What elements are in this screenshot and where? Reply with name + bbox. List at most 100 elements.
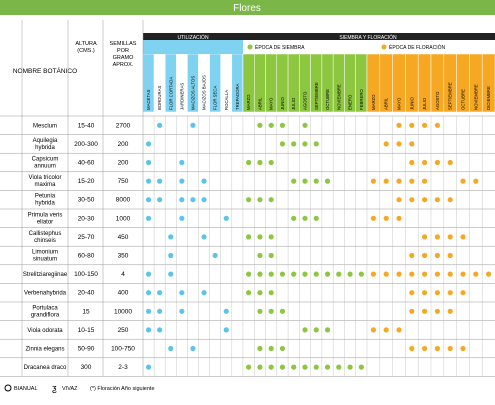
floracion-dot bbox=[409, 290, 415, 296]
floracion-dot bbox=[460, 345, 466, 352]
col-label: ROCALLA bbox=[224, 90, 229, 110]
legend-bg bbox=[243, 40, 367, 54]
altura: 30-50 bbox=[78, 197, 95, 204]
uso-dot bbox=[223, 215, 229, 221]
floracion-dot bbox=[447, 252, 453, 259]
legend-dot bbox=[247, 44, 253, 50]
siembra-dot bbox=[268, 364, 274, 370]
col-label: TREPADORA bbox=[235, 83, 240, 110]
floracion-dot bbox=[460, 234, 466, 240]
uso-dot bbox=[201, 178, 207, 184]
floracion-dot bbox=[473, 178, 479, 184]
siembra-dot bbox=[246, 290, 252, 296]
altura: 40-60 bbox=[78, 160, 95, 167]
name: Zinnia elegans bbox=[25, 347, 64, 353]
siembra-dot bbox=[302, 178, 308, 184]
header: SEMILLAS POR GRAMO APROX. bbox=[110, 41, 137, 68]
siembra-dot bbox=[291, 141, 297, 147]
uso-dot bbox=[157, 197, 163, 203]
col-label: FLOR SECA bbox=[213, 86, 218, 110]
uso-dot bbox=[201, 197, 207, 203]
uso-dot bbox=[223, 327, 229, 333]
footer-text: VIVAZ bbox=[62, 386, 78, 392]
semillas: 750 bbox=[118, 178, 129, 185]
siembra-dot bbox=[279, 122, 286, 128]
floracion-dot bbox=[434, 122, 440, 128]
name: Strelitziaregiinae bbox=[23, 272, 68, 278]
siembra-dot bbox=[246, 271, 252, 277]
uso-dot bbox=[157, 308, 163, 314]
col-label: ABRIL bbox=[257, 97, 262, 110]
siembra-dot bbox=[302, 364, 308, 370]
floracion-dot bbox=[460, 178, 466, 184]
uso-dot bbox=[201, 234, 207, 240]
floracion-dot bbox=[383, 327, 389, 333]
floracion-dot bbox=[422, 345, 428, 352]
floracion-dot bbox=[434, 308, 440, 314]
name: Viola odorata bbox=[27, 328, 63, 334]
floracion-dot bbox=[396, 327, 402, 333]
siembra-dot bbox=[324, 364, 331, 370]
col-label: MACIZOS ALTOS bbox=[190, 76, 195, 110]
semillas: 2700 bbox=[116, 122, 131, 129]
uso-dot bbox=[190, 122, 196, 128]
name: Dracanea draco bbox=[24, 365, 67, 371]
name: Petunia hybrida bbox=[35, 194, 56, 207]
altura: 50-90 bbox=[78, 346, 95, 353]
col-label: NOVIEMBRE bbox=[473, 84, 478, 110]
siembra-dot bbox=[268, 234, 274, 240]
legend-label: ÉPOCA DE SIEMBRA bbox=[255, 44, 305, 51]
name: Verbenahybrida bbox=[24, 291, 67, 297]
floracion-dot bbox=[409, 271, 415, 277]
uso-dot bbox=[179, 290, 185, 296]
name: Mesclum bbox=[33, 123, 57, 129]
floracion-dot bbox=[383, 215, 389, 221]
semillas: 200 bbox=[118, 160, 129, 167]
altura: 25-70 bbox=[78, 234, 95, 241]
altura: 10-15 bbox=[78, 327, 95, 334]
siembra-dot bbox=[324, 178, 331, 184]
header: NOMBRE BOTÁNICO bbox=[13, 66, 77, 75]
header: ALTURA (CMS.) bbox=[75, 41, 97, 54]
col-label: OCTUBRE bbox=[461, 89, 466, 110]
col-label: SEPTIEMBRE bbox=[448, 82, 453, 110]
siembra-dot bbox=[336, 271, 342, 277]
siembra-dot bbox=[246, 197, 252, 203]
floracion-dot bbox=[447, 197, 453, 203]
footer: BIANUAL ƺ VIVAZ (*) Floración Año siguie… bbox=[4, 383, 155, 393]
altura: 15-40 bbox=[78, 122, 95, 129]
uso-dot bbox=[190, 345, 196, 352]
siembra-dot bbox=[358, 271, 364, 277]
siembra-dot bbox=[302, 122, 308, 128]
siembra-dot bbox=[313, 215, 319, 221]
uso-dot bbox=[179, 197, 185, 203]
uso-dot bbox=[168, 345, 174, 352]
col-label: JARDINERAS bbox=[179, 83, 184, 110]
name: Capsicum annuum bbox=[32, 157, 59, 170]
uso-dot bbox=[179, 159, 185, 166]
floracion-dot bbox=[473, 271, 479, 277]
col-label: JULIO bbox=[422, 97, 427, 110]
siembra-dot bbox=[313, 364, 319, 370]
siembra-dot bbox=[257, 290, 263, 296]
siembra-dot bbox=[291, 271, 297, 277]
floracion-dot bbox=[422, 308, 428, 314]
siembra-dot bbox=[291, 364, 297, 370]
group-label: UTILIZACIÓN bbox=[177, 34, 209, 41]
uso-dot bbox=[157, 327, 163, 333]
floracion-dot bbox=[422, 122, 428, 128]
semillas: 4 bbox=[121, 271, 125, 278]
col-label: BORDURAS bbox=[157, 86, 162, 110]
siembra-dot bbox=[279, 364, 286, 370]
legend-dot bbox=[381, 44, 387, 50]
siembra-dot bbox=[279, 271, 286, 277]
col-label: JUNIO bbox=[409, 96, 414, 110]
col-head bbox=[481, 53, 495, 113]
altura: 200-300 bbox=[74, 141, 98, 148]
uso-dot bbox=[145, 364, 152, 370]
col-label: NOVIEMBRE bbox=[336, 84, 341, 110]
floracion-dot bbox=[396, 215, 402, 221]
col-label: MACIZOS BAJOS bbox=[202, 75, 207, 110]
col-label: MACETAS bbox=[146, 89, 151, 110]
